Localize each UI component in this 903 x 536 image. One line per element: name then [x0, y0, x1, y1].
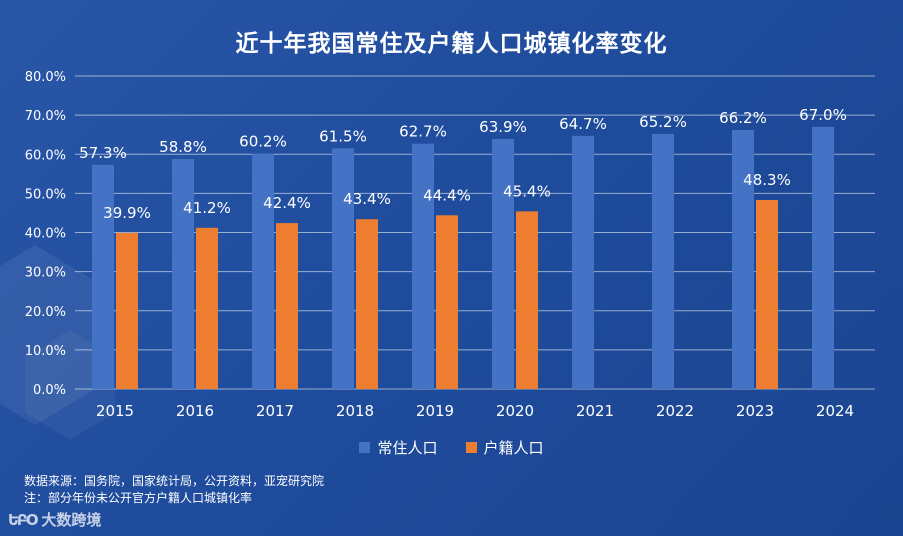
data-label-registered: 44.4%	[423, 186, 471, 204]
bar-resident-2023	[732, 129, 754, 389]
bar-resident-2021	[572, 135, 594, 389]
y-tick-label: 60.0%	[25, 148, 66, 163]
x-tick-label: 2021	[576, 402, 614, 420]
bar-registered-2019	[436, 215, 458, 389]
legend-item-1: 户籍人口	[465, 437, 544, 458]
bar-registered-2016	[196, 227, 218, 389]
x-tick-label: 2023	[736, 402, 774, 420]
bar-resident-2017	[252, 153, 274, 389]
bar-resident-2024	[812, 126, 834, 390]
footnote: 注：部分年份未公开官方户籍人口城镇化率	[24, 491, 253, 505]
bar-registered-2020	[516, 211, 538, 389]
y-tick-label: 20.0%	[25, 305, 66, 320]
data-label-resident: 67.0%	[799, 106, 847, 124]
data-label-registered: 39.9%	[103, 204, 151, 222]
y-tick-label: 10.0%	[25, 344, 66, 359]
bar-resident-2019	[412, 143, 434, 389]
data-label-resident: 66.2%	[719, 109, 767, 127]
x-tick-label: 2024	[816, 402, 854, 420]
data-label-resident: 63.9%	[479, 118, 527, 136]
y-tick-label: 50.0%	[25, 187, 66, 202]
y-tick-label: 70.0%	[25, 109, 66, 124]
data-label-resident: 64.7%	[559, 115, 607, 133]
chart-title: 近十年我国常住及户籍人口城镇化率变化	[235, 31, 668, 57]
y-tick-label: 80.0%	[25, 70, 66, 85]
bar-registered-2023	[756, 200, 778, 389]
legend-label: 户籍人口	[483, 439, 544, 457]
bar-registered-2015	[116, 232, 138, 389]
data-label-registered: 48.3%	[743, 171, 791, 189]
bar-registered-2017	[276, 223, 298, 389]
data-label-resident: 62.7%	[399, 123, 447, 141]
legend-swatch	[465, 442, 477, 453]
x-tick-label: 2022	[656, 402, 694, 420]
data-label-registered: 45.4%	[503, 182, 551, 200]
data-label-resident: 60.2%	[239, 132, 287, 150]
data-label-resident: 57.3%	[79, 144, 127, 162]
sources-block: 数据来源：国务院，国家统计局，公开资料，亚宠研究院 注：部分年份未公开官方户籍人…	[24, 473, 324, 507]
x-tick-label: 2015	[96, 402, 134, 420]
legend-swatch	[359, 442, 371, 453]
chart-legend: 常住人口 户籍人口	[0, 437, 903, 458]
bar-resident-2022	[652, 133, 674, 389]
source-note: 数据来源：国务院，国家统计局，公开资料，亚宠研究院	[24, 474, 325, 488]
brand-logo: ԵԲՕ 大数跨境	[8, 509, 101, 530]
data-label-resident: 65.2%	[639, 113, 687, 131]
bar-resident-2015	[92, 164, 114, 389]
brand-mark-icon: ԵԲՕ	[8, 510, 37, 529]
brand-name: 大数跨境	[41, 511, 102, 529]
y-tick-label: 30.0%	[25, 266, 66, 281]
x-tick-label: 2016	[176, 402, 214, 420]
legend-item-0: 常住人口	[359, 437, 438, 458]
data-label-registered: 43.4%	[343, 190, 391, 208]
x-tick-label: 2020	[496, 402, 534, 420]
data-label-registered: 42.4%	[263, 194, 311, 212]
y-tick-label: 40.0%	[25, 227, 66, 242]
data-label-resident: 61.5%	[319, 127, 367, 145]
bar-resident-2016	[172, 158, 194, 389]
legend-label: 常住人口	[377, 439, 438, 457]
x-tick-label: 2017	[256, 402, 294, 420]
y-tick-label: 0.0%	[33, 383, 66, 398]
bar-resident-2020	[492, 138, 514, 389]
bar-registered-2018	[356, 219, 378, 389]
bar-resident-2018	[332, 148, 354, 389]
data-label-registered: 41.2%	[183, 199, 231, 217]
data-label-resident: 58.8%	[159, 138, 207, 156]
x-tick-label: 2018	[336, 402, 374, 420]
x-tick-label: 2019	[416, 402, 454, 420]
